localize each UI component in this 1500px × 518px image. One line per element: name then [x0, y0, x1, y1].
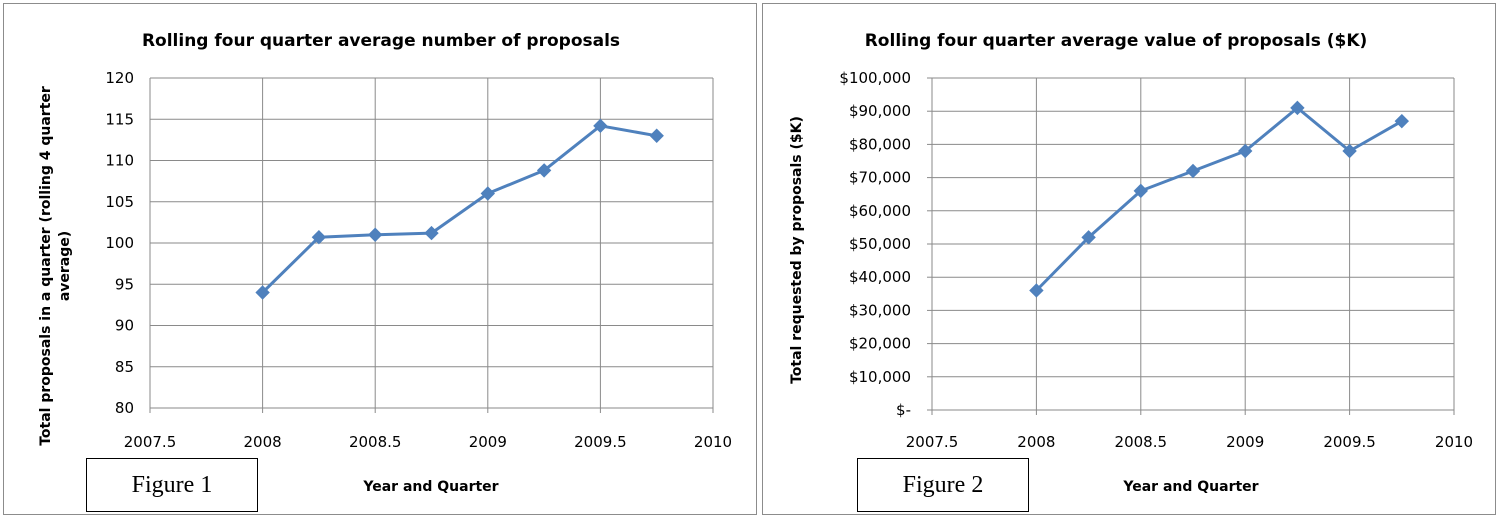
x-tick-label: 2009.5: [574, 433, 627, 451]
y-tick-label: 120: [105, 69, 134, 87]
data-point-marker: [1290, 100, 1305, 116]
chart-1-svg: Rolling four quarter average number of p…: [38, 31, 732, 495]
x-tick-label: 2009: [469, 433, 507, 451]
y-tick-label: $70,000: [849, 169, 911, 187]
y-tick-label: $100,000: [839, 69, 911, 87]
data-point-marker: [536, 163, 552, 178]
y-tick-label: 100: [105, 234, 134, 252]
series-line: [261, 124, 657, 294]
y-axis-label: Total proposals in a quarter (rolling 4 …: [38, 86, 73, 446]
y-tick-label: $50,000: [849, 235, 911, 253]
y-tick-label: 115: [105, 110, 134, 128]
data-point-marker: [593, 118, 608, 134]
y-tick-label: 85: [115, 358, 134, 376]
y-tick-label: $-: [896, 401, 911, 419]
y-tick-label: 110: [105, 152, 134, 170]
data-point-marker: [1081, 230, 1096, 245]
x-tick-label: 2010: [694, 433, 732, 451]
x-tick-label: 2008: [1017, 433, 1055, 451]
data-point-marker: [424, 225, 439, 241]
x-tick-label: 2010: [1435, 433, 1473, 451]
y-tick-label: 105: [105, 193, 134, 211]
chart-panel-2: Rolling four quarter average value of pr…: [762, 3, 1496, 515]
data-point-marker: [1185, 163, 1201, 179]
data-point-marker: [1394, 113, 1410, 129]
y-tick-label: 80: [115, 399, 134, 417]
x-tick-label: 2008.5: [1115, 433, 1168, 451]
y-tick-label: 90: [115, 317, 134, 335]
x-tick-label: 2008: [244, 433, 282, 451]
y-tick-label: $40,000: [849, 268, 911, 286]
x-tick-label: 2009: [1226, 433, 1264, 451]
data-point-marker: [255, 285, 270, 300]
x-axis-label: Year and Quarter: [362, 479, 498, 495]
y-axis-label: Total requested by proposals ($K): [789, 116, 805, 384]
data-point-marker: [1029, 283, 1044, 298]
x-tick-label: 2009.5: [1323, 433, 1376, 451]
x-tick-label: 2007.5: [124, 433, 177, 451]
x-tick-label: 2008.5: [349, 433, 402, 451]
y-tick-label: $80,000: [849, 135, 911, 153]
data-point-marker: [367, 227, 383, 242]
y-axis-label-line: average): [57, 231, 73, 301]
chart-panel-1: Rolling four quarter average number of p…: [3, 3, 757, 515]
chart-title: Rolling four quarter average value of pr…: [865, 31, 1368, 51]
data-point-marker: [1342, 143, 1357, 159]
data-point-marker: [311, 230, 327, 245]
y-axis-label-line: Total requested by proposals ($K): [789, 116, 805, 384]
figure-1-caption: Figure 1: [86, 458, 258, 512]
y-tick-label: 95: [115, 275, 134, 293]
data-point-marker: [1237, 143, 1253, 159]
figure-2-caption: Figure 2: [857, 458, 1029, 512]
chart-title: Rolling four quarter average number of p…: [142, 31, 620, 51]
data-point-marker: [480, 186, 496, 201]
y-tick-label: $90,000: [849, 102, 911, 120]
chart-2-svg: Rolling four quarter average value of pr…: [789, 31, 1473, 495]
y-tick-label: $60,000: [849, 202, 911, 220]
y-tick-label: $30,000: [849, 301, 911, 319]
y-tick-label: $10,000: [849, 368, 911, 386]
x-tick-label: 2007.5: [906, 433, 959, 451]
data-point-marker: [649, 128, 664, 143]
x-axis-label: Year and Quarter: [1122, 479, 1258, 495]
series-line: [1035, 106, 1403, 292]
data-point-marker: [1133, 183, 1149, 199]
y-tick-label: $20,000: [849, 335, 911, 353]
y-axis-label-line: Total proposals in a quarter (rolling 4 …: [38, 86, 54, 446]
